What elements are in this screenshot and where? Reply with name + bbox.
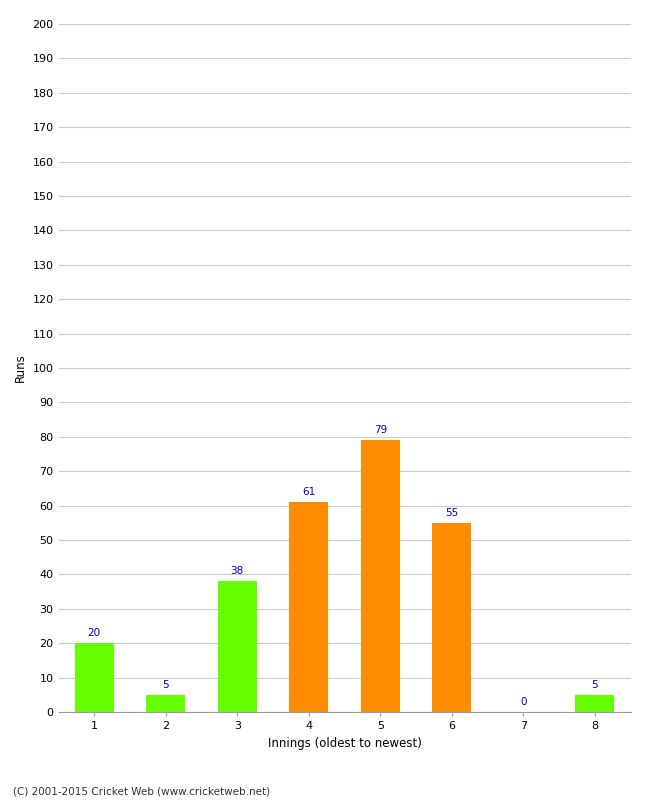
Text: 38: 38	[231, 566, 244, 576]
Text: 79: 79	[374, 425, 387, 435]
Y-axis label: Runs: Runs	[14, 354, 27, 382]
Bar	[146, 694, 185, 712]
Text: 5: 5	[592, 680, 598, 690]
Text: 20: 20	[88, 628, 101, 638]
Bar	[575, 694, 614, 712]
Text: 5: 5	[162, 680, 169, 690]
Bar	[361, 440, 400, 712]
Bar	[289, 502, 328, 712]
Bar	[218, 582, 257, 712]
Bar	[75, 643, 114, 712]
Text: (C) 2001-2015 Cricket Web (www.cricketweb.net): (C) 2001-2015 Cricket Web (www.cricketwe…	[13, 786, 270, 796]
X-axis label: Innings (oldest to newest): Innings (oldest to newest)	[268, 737, 421, 750]
Bar	[432, 523, 471, 712]
Text: 0: 0	[520, 697, 526, 707]
Text: 61: 61	[302, 487, 315, 497]
Text: 55: 55	[445, 508, 458, 518]
